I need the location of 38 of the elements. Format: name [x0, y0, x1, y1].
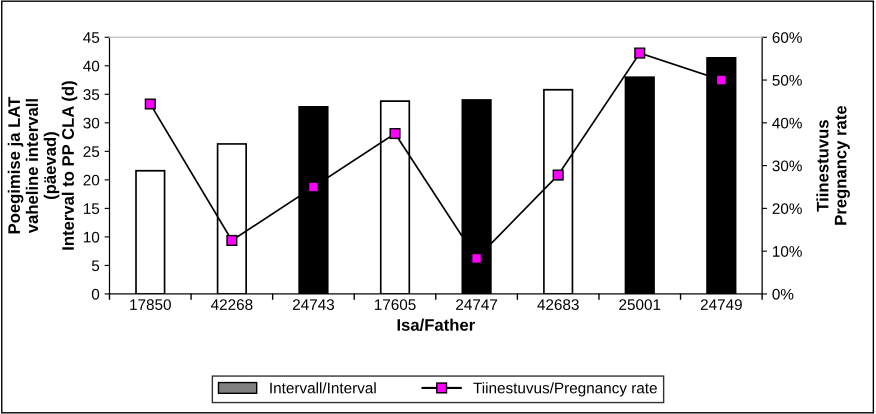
y2-tick-label: 40%: [772, 118, 802, 129]
y2-tick-label: 20%: [772, 203, 802, 214]
x-tick-label: 24749: [700, 299, 742, 310]
point: [634, 48, 646, 59]
x-tick-label: 42683: [537, 299, 579, 310]
y-axis-title: Poegimise ja LAT vaheline intervall (päevad) Interval to PP CLA (d): [8, 81, 78, 250]
point: [716, 74, 727, 86]
x-tick-label: 17605: [374, 299, 416, 310]
y-tick-label: 10: [84, 232, 100, 243]
y2-tick-label: 0%: [772, 288, 794, 300]
y2-tick-label: 50%: [772, 74, 802, 86]
x-tick-label: 24747: [456, 299, 498, 310]
y-tick-label: 35: [83, 89, 100, 100]
legend-label: Intervall/Interval: [270, 382, 376, 394]
y-tick-label: 40: [83, 60, 100, 72]
y-tick-label: 15: [84, 203, 100, 214]
y2-tick-label: 60%: [772, 32, 802, 43]
x-tick-label: 25001: [619, 299, 660, 310]
y-tick-label: 30: [83, 118, 100, 129]
x-tick-label: 24743: [292, 299, 334, 310]
x-tick-label: 17850: [130, 299, 171, 310]
x-tick-label: 42268: [210, 299, 252, 310]
y-tick-label: 5: [92, 260, 100, 272]
y-tick-label: 45: [83, 32, 100, 43]
y2-axis-title: Tiinestuvus Pregnancy rate: [816, 106, 850, 225]
point: [389, 128, 401, 140]
point: [144, 98, 156, 110]
y-tick-label: 0: [92, 288, 100, 300]
point: [471, 252, 482, 264]
x-axis-title: Isa/Father: [398, 318, 475, 332]
y2-tick-label: 30%: [772, 160, 802, 172]
point: [226, 234, 238, 246]
legend-label: Tiinestuvus/Pregnancy rate: [473, 382, 657, 396]
point: [308, 181, 319, 193]
y-tick-label: 20: [84, 174, 100, 186]
point: [552, 169, 564, 181]
y-tick-label: 25: [84, 146, 100, 158]
y2-tick-label: 10%: [773, 246, 802, 257]
